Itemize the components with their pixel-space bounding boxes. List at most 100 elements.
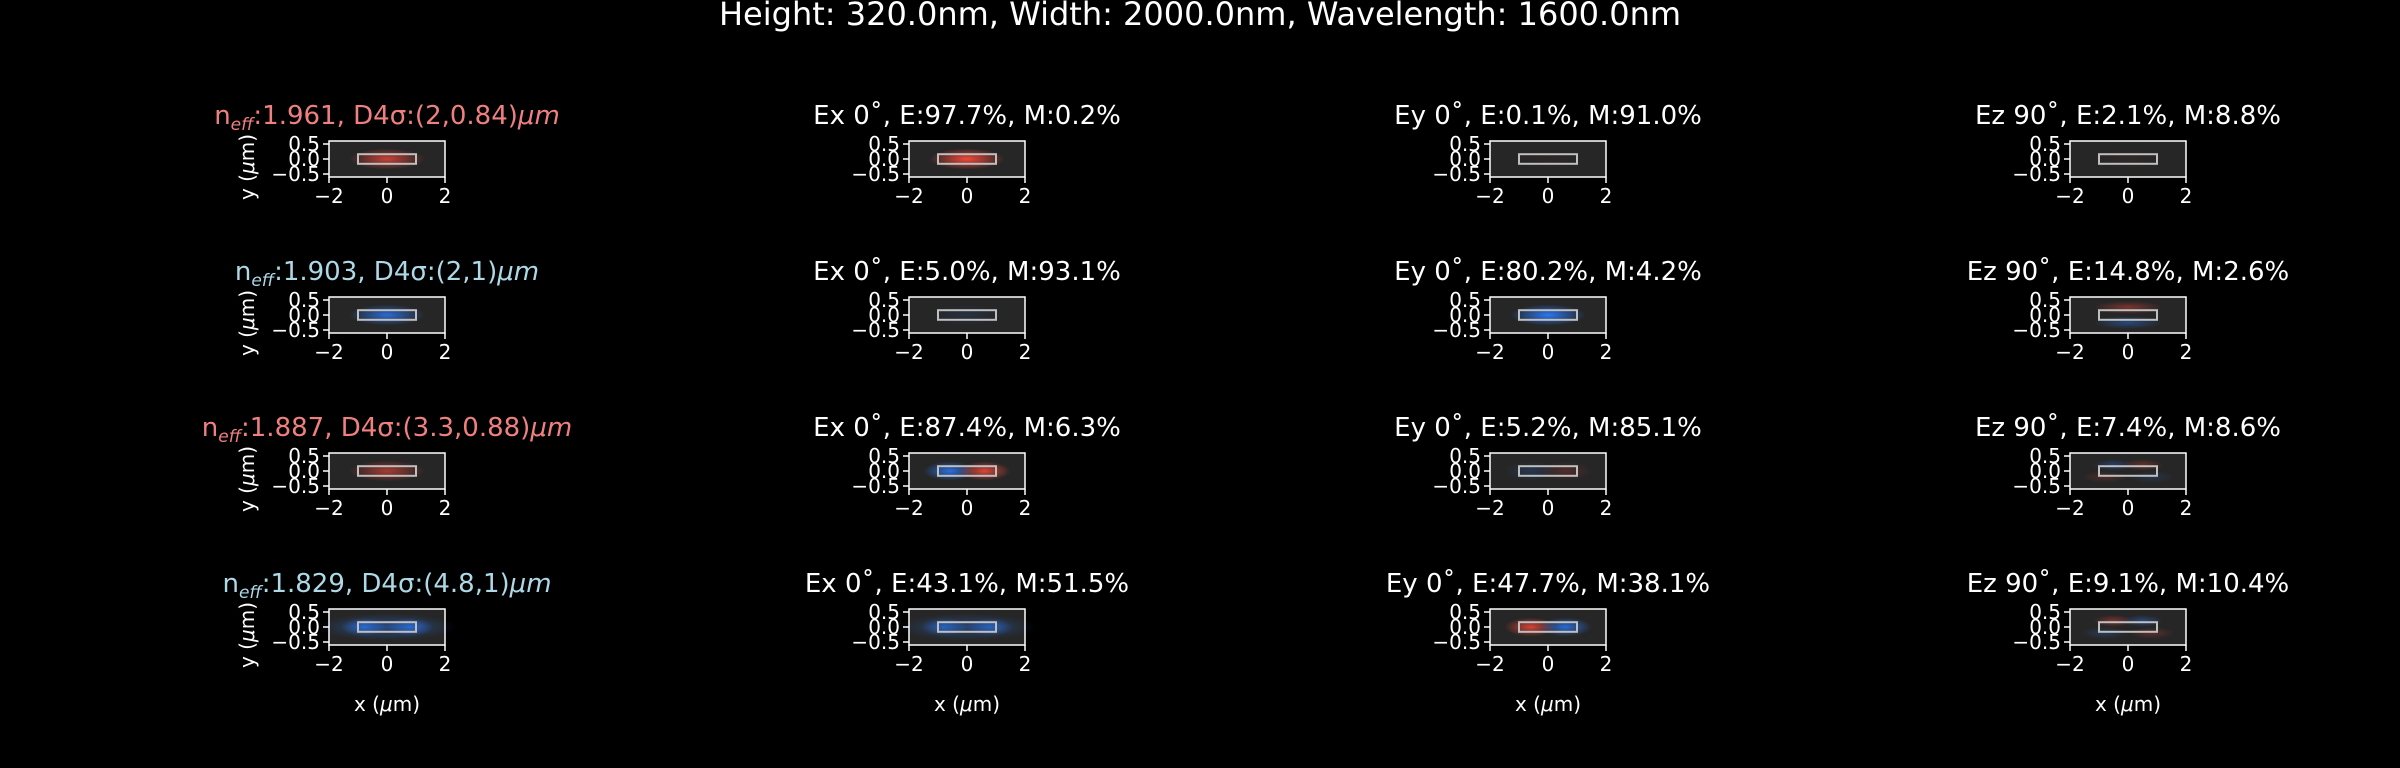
waveguide-outline [1518, 621, 1578, 633]
x-tick-label: 0 [381, 652, 394, 676]
y-tick-label: 0.0 [868, 147, 900, 171]
component-title: Ez 90˚, E:7.4%, M:8.6% [1975, 413, 2281, 443]
y-tick-label: −0.5 [851, 318, 900, 342]
x-tick-label: −2 [1475, 340, 1504, 364]
x-tick-label: 2 [439, 496, 452, 520]
panel-0-0: −2 0 2 0.50.0−0.5 y (μm)neff:1.961, D4σ:(2,0… [214, 101, 560, 208]
component-title: Ex 0˚, E:43.1%, M:51.5% [805, 569, 1129, 599]
x-tick-label: 0 [961, 652, 974, 676]
y-axis-label: y (μm) [235, 446, 259, 512]
y-tick-label: 0.0 [2029, 147, 2061, 171]
field-blob [2093, 315, 2163, 330]
y-axis-label-part: μ [235, 473, 259, 487]
field-blob [920, 618, 967, 636]
x-axis-label-part: μ [379, 692, 393, 716]
y-tick-label: −0.5 [2012, 474, 2061, 498]
x-tick-label: −2 [894, 184, 923, 208]
waveguide-outline [937, 621, 997, 633]
waveguide-outline [2098, 621, 2158, 633]
y-tick-label: −0.5 [851, 630, 900, 654]
component-title: Ez 90˚, E:9.1%, M:10.4% [1967, 569, 2290, 599]
y-tick-label: −0.5 [271, 318, 320, 342]
field-blob [1539, 461, 1592, 481]
y-tick-label: 0.0 [288, 615, 320, 639]
y-tick-label: 0.5 [868, 132, 900, 156]
y-axis-label-part: m) [235, 446, 259, 473]
y-tick-label: 0.0 [2029, 615, 2061, 639]
x-tick-label: 0 [2122, 184, 2135, 208]
mode-title-part: μm [496, 257, 539, 287]
figure-suptitle: Height: 320.0nm, Width: 2000.0nm, Wavele… [719, 0, 1681, 33]
y-tick-label: 0.5 [868, 444, 900, 468]
y-axis-label-part: y ( [235, 486, 259, 512]
x-tick-label: 2 [1600, 652, 1613, 676]
y-tick-label: −0.5 [271, 474, 320, 498]
y-tick-label: −0.5 [271, 162, 320, 186]
panel-1-1: −2 0 2 0.50.0−0.5 Ex 0˚, E:5.0%, M:93.1% [813, 257, 1121, 364]
mode-title: neff:1.829, D4σ:(4.8,1)μm [222, 569, 551, 603]
x-tick-label: 2 [1019, 496, 1032, 520]
x-tick-label: 0 [1542, 184, 1555, 208]
x-tick-label: 0 [2122, 652, 2135, 676]
y-axis-label: y (μm) [235, 602, 259, 668]
y-tick-label: 0.5 [2029, 132, 2061, 156]
x-tick-label: −2 [2055, 340, 2084, 364]
y-tick-label: 0.0 [1449, 147, 1481, 171]
x-tick-label: −2 [2055, 496, 2084, 520]
x-tick-label: −2 [1475, 652, 1504, 676]
x-tick-label: 2 [2180, 496, 2193, 520]
x-axis-label-part: x ( [354, 692, 380, 716]
x-tick-label: 2 [1600, 496, 1613, 520]
panel-3-1: −2 0 2 0.50.0−0.5 x (μm) Ex 0˚, E:43.1%, M:51… [805, 569, 1129, 716]
component-title: Ex 0˚, E:97.7%, M:0.2% [813, 101, 1121, 131]
y-axis-label-part: m) [235, 602, 259, 629]
y-tick-label: 0.0 [1449, 303, 1481, 327]
field-blob [317, 613, 457, 641]
x-tick-label: 2 [439, 340, 452, 364]
panel-2-2: −2 0 2 0.50.0−0.5 Ey 0˚, E:5.2%, M:85.1% [1394, 413, 1702, 520]
field-blob [1510, 148, 1586, 170]
x-tick-label: −2 [314, 652, 343, 676]
component-title: Ez 90˚, E:14.8%, M:2.6% [1967, 257, 2290, 287]
panel-2-0: −2 0 20.50.0−0.5y (μm)neff:1.887, D4σ:(3.3… [202, 413, 572, 520]
y-tick-label: 0.5 [2029, 444, 2061, 468]
mode-title-part: n [222, 569, 238, 599]
waveguide-outline [1518, 309, 1578, 321]
x-tick-label: −2 [894, 652, 923, 676]
waveguide-outline [2098, 465, 2158, 477]
y-tick-label: 0.5 [288, 444, 320, 468]
component-title: Ey 0˚, E:80.2%, M:4.2% [1394, 257, 1702, 287]
mode-title-part: n [235, 257, 251, 287]
waveguide-outline [937, 465, 997, 477]
x-axis-label-part: x ( [2095, 692, 2121, 716]
y-tick-label: 0.5 [288, 600, 320, 624]
component-title: Ey 0˚, E:0.1%, M:91.0% [1394, 101, 1702, 131]
field-blob [929, 148, 1005, 170]
y-tick-label: 0.5 [868, 600, 900, 624]
x-tick-label: −2 [894, 496, 923, 520]
x-tick-label: 2 [1019, 652, 1032, 676]
panel-0-2: −2 0 2 0.50.0−0.5 Ey 0˚, E:0.1%, M:91.0% [1394, 101, 1702, 208]
y-tick-label: 0.0 [288, 303, 320, 327]
x-tick-label: 2 [1019, 340, 1032, 364]
mode-title-part: n [214, 101, 230, 131]
field-blob [2093, 300, 2163, 315]
x-tick-label: 2 [439, 652, 452, 676]
mode-title: neff:1.887, D4σ:(3.3,0.88)μm [202, 413, 572, 447]
y-axis-label-part: μ [235, 317, 259, 331]
field-blob [2093, 459, 2134, 471]
y-axis-label-part: μ [235, 161, 259, 175]
mode-title-part: :1.829, D4σ:(4.8,1) [262, 569, 510, 599]
x-axis-label: x (μm) [2095, 692, 2161, 716]
panel-3-0: −2 0 20.50.0−0.5y (μm)x (μm)neff:1.829, D4… [222, 569, 551, 716]
panel-1-0: −2 0 20.50.0−0.5y (μm)neff:1.903, D4σ:(2,1… [235, 257, 539, 364]
field-blob [2081, 627, 2128, 639]
field-blob [2128, 627, 2175, 639]
y-tick-label: −0.5 [851, 474, 900, 498]
x-tick-label: 2 [1019, 184, 1032, 208]
y-axis-label-part: m) [235, 290, 259, 317]
y-axis-label-part: μ [235, 629, 259, 643]
x-tick-label: 0 [961, 340, 974, 364]
panel-1-3: −2 0 2 0.50.0−0.5 Ez 90˚, E:14.8%, M:2.6% [1967, 257, 2290, 364]
